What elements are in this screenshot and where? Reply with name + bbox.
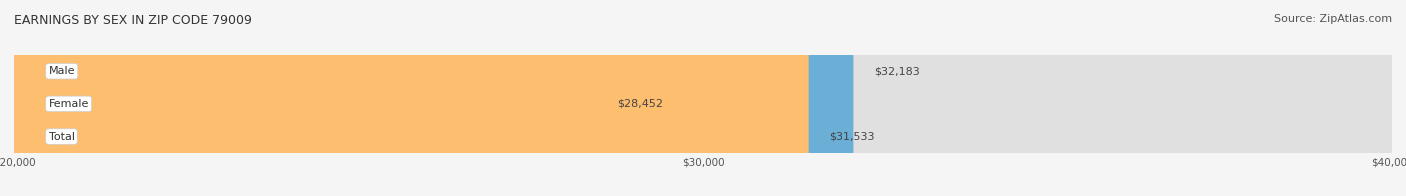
FancyBboxPatch shape [14, 0, 808, 196]
Text: Male: Male [49, 66, 75, 76]
Text: Source: ZipAtlas.com: Source: ZipAtlas.com [1274, 14, 1392, 24]
FancyBboxPatch shape [14, 0, 1392, 196]
Text: Total: Total [49, 132, 75, 142]
FancyBboxPatch shape [14, 0, 596, 196]
Text: $32,183: $32,183 [875, 66, 920, 76]
FancyBboxPatch shape [14, 0, 1392, 196]
FancyBboxPatch shape [14, 0, 853, 196]
FancyBboxPatch shape [14, 0, 1392, 196]
Text: $31,533: $31,533 [830, 132, 875, 142]
Text: Female: Female [49, 99, 89, 109]
Text: EARNINGS BY SEX IN ZIP CODE 79009: EARNINGS BY SEX IN ZIP CODE 79009 [14, 14, 252, 27]
Text: $28,452: $28,452 [617, 99, 664, 109]
